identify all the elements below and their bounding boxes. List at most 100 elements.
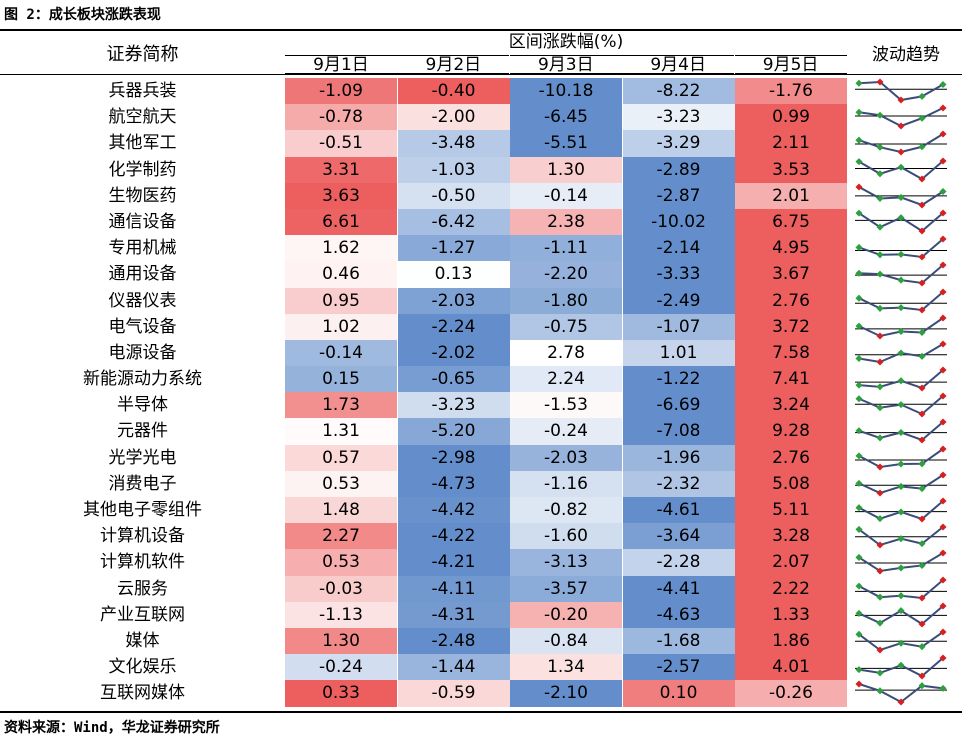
sparkline-point xyxy=(896,250,905,259)
sparkline-point xyxy=(917,114,926,122)
row-name: 互联网媒体 xyxy=(100,683,185,704)
sparkline-point xyxy=(875,669,884,677)
table-row: 媒体 1.30 -2.48 -0.84 -1.68 1.86 xyxy=(0,627,962,655)
header-date: 9月5日 xyxy=(734,55,847,74)
value-cell: -1.27 xyxy=(397,235,510,262)
table-row: 通用设备 0.46 0.13 -2.20 -3.33 3.67 xyxy=(0,261,962,288)
value-cell: -3.48 xyxy=(397,130,510,157)
row-name: 半导体 xyxy=(117,395,168,416)
table-row: 计算机设备 2.27 -4.22 -1.60 -3.64 3.28 xyxy=(0,523,962,550)
trend-sparkline xyxy=(854,418,951,444)
sparkline-point xyxy=(854,79,863,87)
value-cell: -1.16 xyxy=(510,470,622,497)
value-cell: -1.68 xyxy=(622,627,735,655)
value-cell: 1.01 xyxy=(622,339,735,367)
sparkline-point xyxy=(917,436,926,444)
table-body: 兵器兵装 -1.09 -0.40 -10.18 -8.22 -1.76 航空航天 -0.78-… xyxy=(0,78,962,707)
value-cell: -6.42 xyxy=(397,208,510,236)
sparkline-point xyxy=(875,593,884,601)
trend-sparkline xyxy=(854,523,951,549)
sparkline-point xyxy=(854,554,863,562)
value-cell: 2.07 xyxy=(735,549,847,576)
sparkline-point xyxy=(854,582,863,590)
value-cell: -6.69 xyxy=(622,392,735,419)
row-name: 通信设备 xyxy=(108,211,177,232)
row-name: 其他军工 xyxy=(108,133,177,154)
row-name: 光学光电 xyxy=(108,447,177,468)
value-cell: -0.65 xyxy=(397,366,510,393)
value-cell: 5.08 xyxy=(735,470,847,497)
value-cell: -1.96 xyxy=(622,444,735,471)
trend-sparkline xyxy=(854,209,951,235)
sparkline-point xyxy=(854,526,863,534)
sparkline-point xyxy=(917,305,926,314)
sparkline-point xyxy=(938,157,947,165)
value-cell: 7.58 xyxy=(735,339,847,367)
sparkline-point xyxy=(854,680,863,688)
header-trend-col: 波动趋势 xyxy=(872,45,940,65)
sparkline-point xyxy=(938,104,947,112)
value-cell: -3.23 xyxy=(397,392,510,419)
value-cell: 1.34 xyxy=(510,654,622,681)
sparkline-point xyxy=(854,183,863,191)
trend-sparkline xyxy=(854,287,951,314)
sparkline-point xyxy=(875,434,884,442)
value-cell: 0.53 xyxy=(285,470,397,497)
sparkline-point xyxy=(854,427,863,435)
sparkline-point xyxy=(875,270,884,278)
sparkline-point xyxy=(875,646,884,654)
value-cell: 0.33 xyxy=(285,680,397,707)
trend-sparkline xyxy=(854,549,951,575)
trend-sparkline xyxy=(854,366,951,392)
sparkline-point xyxy=(917,279,926,287)
sparkline-point xyxy=(917,143,926,151)
value-cell: 2.27 xyxy=(285,523,397,550)
top-rule xyxy=(0,29,962,31)
sparkline-point xyxy=(896,429,905,437)
figure-title: 图 2：成长板块涨跌表现 xyxy=(4,7,161,23)
value-cell: 1.73 xyxy=(285,392,397,419)
sparkline-point xyxy=(938,628,947,636)
value-cell: 6.61 xyxy=(285,208,397,236)
row-name: 消费电子 xyxy=(108,473,177,494)
sparkline-point xyxy=(896,349,905,357)
table-row: 光学光电 0.57 -2.98 -2.03 -1.96 2.76 xyxy=(0,444,962,471)
value-cell: -3.13 xyxy=(510,549,622,576)
sparkline-point xyxy=(875,223,884,231)
value-cell: -0.26 xyxy=(735,680,847,707)
value-cell: -4.21 xyxy=(397,549,510,576)
table-row: 产业互联网 -1.13 -4.31 -0.20 -4.63 1.33 xyxy=(0,601,962,628)
sparkline-point xyxy=(875,383,884,391)
value-cell: -3.23 xyxy=(622,104,735,131)
value-cell: -2.57 xyxy=(622,654,735,681)
sparkline-point xyxy=(938,314,947,322)
value-cell: -2.49 xyxy=(622,287,735,314)
sparkline-point xyxy=(917,253,926,261)
sparkline-point xyxy=(875,304,884,312)
value-cell: -0.50 xyxy=(397,182,510,209)
sparkline-point xyxy=(875,358,884,366)
row-name: 生物医药 xyxy=(108,185,177,206)
table-row: 专用机械 1.62 -1.27 -1.11 -2.14 4.95 xyxy=(0,235,962,262)
value-cell: -0.40 xyxy=(397,78,510,105)
sparkline-point xyxy=(917,175,926,183)
sparkline-point xyxy=(917,620,926,628)
row-name: 计算机设备 xyxy=(100,526,185,547)
sparkline-point xyxy=(896,122,905,130)
value-cell: -10.18 xyxy=(510,78,622,105)
value-cell: 3.63 xyxy=(285,182,397,209)
value-cell: -0.51 xyxy=(285,130,397,157)
sparkline-point xyxy=(875,332,884,340)
trend-sparkline xyxy=(854,628,951,654)
sparkline-point xyxy=(875,567,884,575)
row-name: 元器件 xyxy=(117,421,168,442)
sparkline-point xyxy=(917,227,926,235)
value-cell: 0.95 xyxy=(285,287,397,314)
row-name: 专用机械 xyxy=(108,238,177,259)
sparkline-point xyxy=(938,130,947,138)
value-cell: 1.30 xyxy=(510,156,622,183)
sparkline-point xyxy=(938,235,947,243)
value-cell: 4.01 xyxy=(735,654,847,681)
value-cell: 1.33 xyxy=(735,601,847,628)
value-cell: -0.14 xyxy=(285,339,397,367)
